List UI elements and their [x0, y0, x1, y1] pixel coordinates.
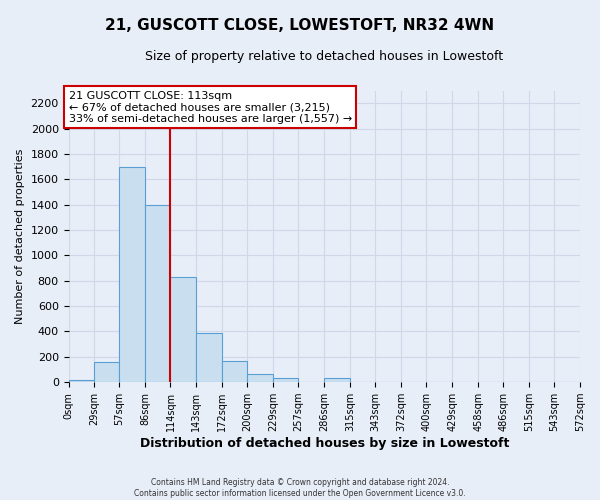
Bar: [196, 333, 223, 382]
Bar: [145, 204, 170, 382]
Y-axis label: Number of detached properties: Number of detached properties: [15, 148, 25, 324]
Bar: [119, 166, 145, 382]
Text: 21, GUSCOTT CLOSE, LOWESTOFT, NR32 4WN: 21, GUSCOTT CLOSE, LOWESTOFT, NR32 4WN: [106, 18, 494, 32]
X-axis label: Distribution of detached houses by size in Lowestoft: Distribution of detached houses by size …: [140, 437, 509, 450]
Bar: [324, 378, 350, 382]
Bar: [68, 380, 94, 382]
Text: 21 GUSCOTT CLOSE: 113sqm
← 67% of detached houses are smaller (3,215)
33% of sem: 21 GUSCOTT CLOSE: 113sqm ← 67% of detach…: [68, 90, 352, 124]
Bar: [94, 362, 119, 382]
Bar: [170, 277, 196, 382]
Bar: [273, 378, 298, 382]
Bar: [247, 374, 273, 382]
Bar: [223, 362, 247, 382]
Title: Size of property relative to detached houses in Lowestoft: Size of property relative to detached ho…: [145, 50, 503, 63]
Text: Contains HM Land Registry data © Crown copyright and database right 2024.
Contai: Contains HM Land Registry data © Crown c…: [134, 478, 466, 498]
